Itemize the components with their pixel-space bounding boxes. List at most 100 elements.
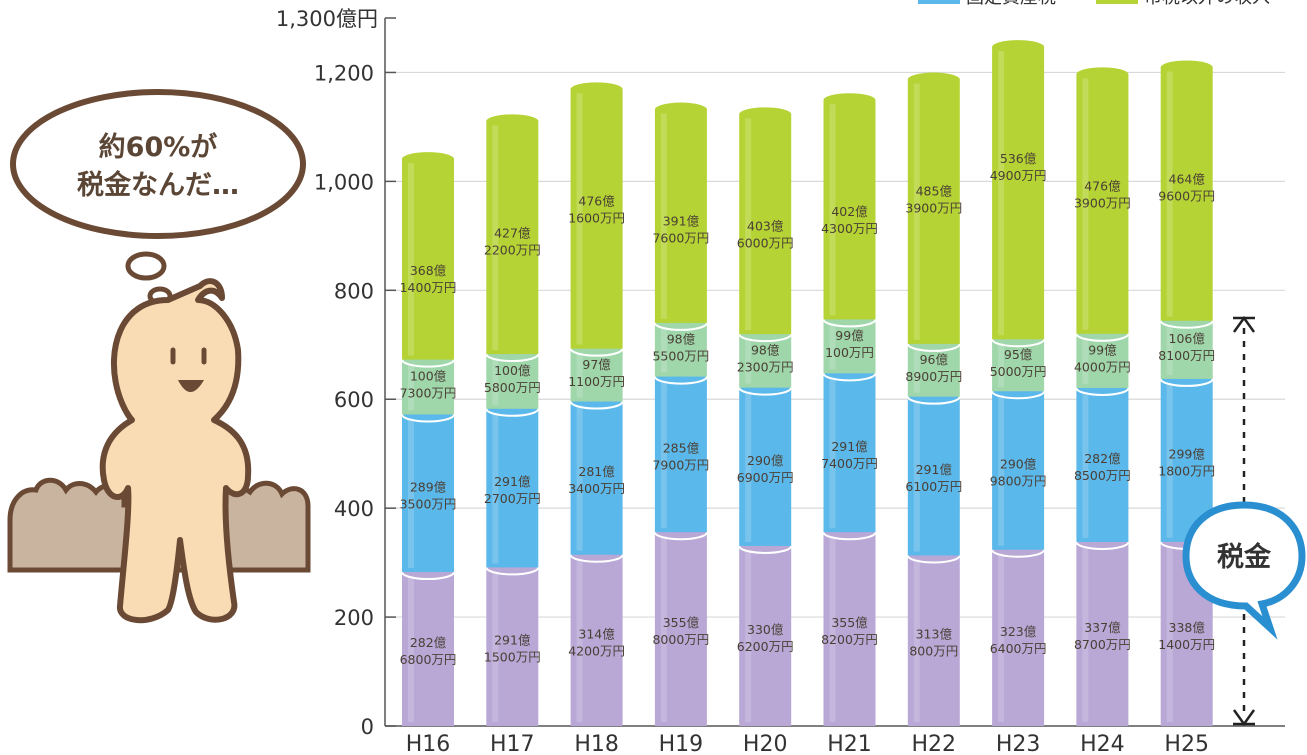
legend-swatch-fixed-asset-tax	[918, 0, 960, 4]
bar-highlight	[492, 125, 499, 351]
data-label: 1100万円	[568, 374, 625, 389]
y-tick-label: 1,200	[314, 61, 374, 85]
data-label: 7600万円	[652, 231, 709, 246]
category-label: H23	[996, 732, 1041, 755]
bar-cap-s4	[823, 93, 876, 108]
character-body	[99, 278, 252, 624]
bar-segment-s4	[654, 109, 707, 323]
bar-segment-s2	[486, 408, 539, 568]
bar-segment-s4	[570, 89, 623, 349]
bar-segment-s3	[739, 334, 792, 388]
bar-highlight	[998, 51, 1005, 336]
bar-cap-s4	[654, 102, 707, 117]
character-mouth	[178, 380, 204, 392]
bar-highlight	[998, 343, 1005, 388]
bar-cap-s4	[486, 114, 539, 129]
data-label: 4200万円	[568, 643, 625, 658]
bar-cap-s4	[739, 107, 792, 122]
data-label: 285億	[663, 440, 700, 455]
data-label: 1400万円	[400, 280, 457, 295]
data-label: 106億	[1169, 331, 1206, 346]
bar-segment-s4	[907, 79, 960, 344]
bar-stack: 355億 8000万円 285億 7900万円 98億 5500万円 391億 7600万円	[652, 102, 709, 726]
bar-segment-s2	[1076, 387, 1129, 542]
bar-segment-s3	[992, 339, 1045, 392]
bar-cap-s4	[570, 82, 623, 97]
data-label: 98億	[751, 343, 780, 358]
thought-bubble-line1: 約60%が	[99, 131, 218, 163]
data-label: 299億	[1169, 446, 1206, 461]
bar-highlight	[913, 400, 920, 552]
data-label: 330億	[747, 622, 784, 637]
data-label: 281億	[578, 464, 615, 479]
bar-highlight	[408, 576, 414, 722]
bar-highlight	[745, 549, 752, 722]
bar-segment-s2	[823, 373, 876, 533]
y-tick-label: 200	[334, 606, 374, 630]
category-label: H22	[912, 732, 957, 755]
bar-stack: 355億 8200万円 291億 7400万円 99億 100万円 402億 4300万円	[821, 93, 878, 726]
bar-highlight	[660, 380, 667, 529]
bar-highlight	[660, 536, 667, 722]
data-label: 8200万円	[821, 632, 878, 647]
bar-segment-s4	[823, 100, 876, 320]
data-label: 1600万円	[568, 210, 625, 225]
data-label: 289億	[410, 479, 447, 494]
category-label: H25	[1164, 732, 1209, 755]
data-label: 8100万円	[1158, 348, 1215, 363]
data-label: 323億	[1000, 624, 1037, 639]
data-label: 6900万円	[737, 470, 794, 485]
data-label: 2300万円	[737, 360, 794, 375]
y-tick-label: 400	[334, 497, 374, 521]
bar-segment-s1	[654, 532, 707, 726]
bar-segment-s4	[992, 47, 1045, 340]
bar-stack: 282億 6800万円 289億 3500万円 100億 7300万円 368億 1400万円	[400, 152, 457, 726]
y-tick-labels: 0 200 400 600 800 1,000 1,200	[314, 61, 374, 739]
bar-segment-s2	[907, 396, 960, 556]
bar-segment-s3	[402, 359, 454, 415]
bar-cap-s4	[992, 40, 1045, 55]
data-label: 282億	[410, 635, 447, 650]
bar-stack: 314億 4200万円 281億 3400万円 97億 1100万円 476億 1600万円	[568, 82, 625, 726]
data-label: 7900万円	[652, 457, 709, 472]
bar-highlight	[913, 559, 920, 722]
bar-segment-s2	[402, 414, 454, 573]
data-label: 4000万円	[1074, 360, 1131, 375]
data-label: 402億	[831, 204, 868, 219]
bar-segment-s2	[570, 401, 623, 555]
bar-segment-s3	[1076, 333, 1129, 388]
tax-badge: 税金	[1182, 501, 1306, 640]
data-label: 5500万円	[652, 348, 709, 363]
data-label: 1400万円	[1158, 637, 1215, 652]
data-label: 8700万円	[1074, 637, 1131, 652]
bar-segment-s2	[739, 387, 792, 546]
data-label: 291億	[916, 462, 953, 477]
data-label: 485億	[916, 184, 953, 199]
category-labels: H16 H17 H18 H19 H20 H21 H22 H23 H24 H25	[406, 732, 1209, 755]
data-label: 99億	[835, 328, 864, 343]
thought-dot-large	[125, 251, 167, 281]
bar-highlight	[1166, 545, 1173, 722]
data-label: 355億	[831, 615, 868, 630]
bar-cap-s4	[907, 72, 960, 87]
data-label: 427億	[494, 225, 531, 240]
data-label: 98億	[667, 331, 696, 346]
thought-bubble-line2: 税金なんだ…	[77, 169, 239, 201]
data-label: 100万円	[825, 345, 874, 360]
data-label: 96億	[920, 352, 949, 367]
bar-segment-s3	[570, 348, 623, 402]
data-label: 291億	[494, 474, 531, 489]
data-label: 6200万円	[737, 639, 794, 654]
category-label: H20	[743, 732, 788, 755]
bar-highlight	[408, 163, 414, 356]
bar-highlight	[913, 347, 920, 393]
character-illustration: 約60%が 税金なんだ…	[7, 89, 311, 624]
data-label: 290億	[1000, 457, 1037, 472]
bar-segment-s1	[1076, 541, 1129, 726]
arrow-down-icon	[1232, 709, 1256, 727]
bar-highlight	[745, 118, 752, 331]
data-label: 314億	[578, 626, 615, 641]
tax-badge-text: 税金	[1217, 541, 1272, 573]
bar-segment-s2	[992, 391, 1045, 550]
data-label: 290億	[747, 453, 784, 468]
